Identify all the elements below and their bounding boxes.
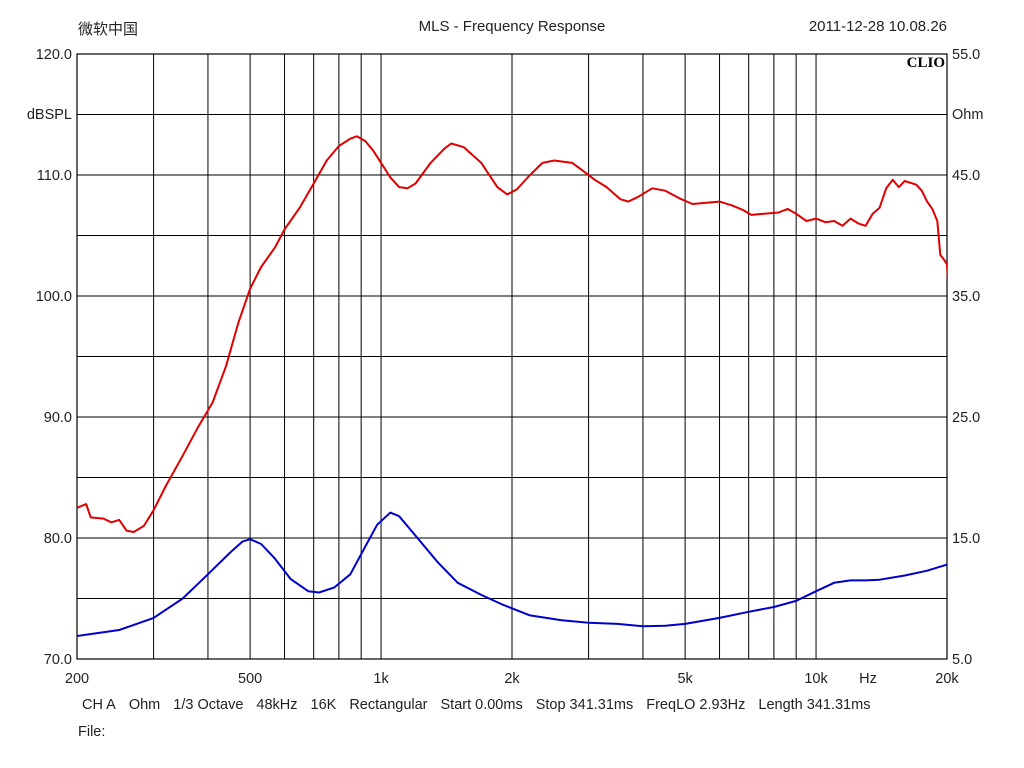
x-tick-label-5: 10k — [804, 671, 828, 687]
right-tick-label-2: 25.0 — [952, 410, 980, 426]
x-tick-label-3: 2k — [504, 671, 520, 687]
footer-param-8: FreqLO 2.93Hz — [646, 697, 746, 713]
x-tick-label-1: 500 — [238, 671, 262, 687]
right-axis-label: Ohm — [952, 107, 983, 123]
footer-param-0: CH A — [82, 697, 116, 713]
footer-param-9: Length 341.31ms — [758, 697, 871, 713]
x-unit-label: Hz — [859, 671, 877, 687]
right-tick-label-4: 45.0 — [952, 168, 980, 184]
spl-curve — [77, 135, 947, 533]
footer-file-label: File: — [78, 724, 106, 740]
x-tick-label-4: 5k — [677, 671, 693, 687]
plot-frame — [76, 53, 948, 660]
left-axis-label: dBSPL — [27, 107, 72, 123]
x-tick-label-6: 20k — [935, 671, 959, 687]
right-tick-label-0: 5.0 — [952, 652, 972, 668]
chart-title: MLS - Frequency Response — [418, 18, 606, 35]
series-layer — [77, 135, 947, 637]
left-tick-label-2: 90.0 — [44, 410, 72, 426]
footer-param-7: Stop 341.31ms — [535, 697, 634, 713]
footer-param-3: 48kHz — [256, 697, 298, 713]
clio-brand-label: CLIO — [907, 55, 945, 71]
grid-layer — [76, 53, 948, 660]
right-tick-label-5: 55.0 — [952, 47, 980, 63]
left-tick-label-0: 70.0 — [44, 652, 72, 668]
left-tick-label-5: 120.0 — [36, 47, 72, 63]
left-tick-label-4: 110.0 — [37, 168, 72, 184]
left-tick-label-1: 80.0 — [44, 531, 72, 547]
footer-params: CH A Ohm 1/3 Octave 48kHz 16K Rectangular Star… — [82, 697, 883, 713]
header-datetime: 2011-12-28 10.08.26 — [808, 18, 947, 35]
left-tick-label-3: 100.0 — [36, 289, 72, 305]
right-tick-label-3: 35.0 — [952, 289, 980, 305]
footer-param-6: Start 0.00ms — [440, 697, 523, 713]
x-tick-label-0: 200 — [65, 671, 89, 687]
tick-label-layer: 200 500 1k 2k 5k 10k 20k 70.0 80.0 90.0 100.0 110.0… — [36, 47, 981, 687]
x-tick-label-2: 1k — [373, 671, 389, 687]
footer-param-1: Ohm — [128, 697, 161, 713]
footer-param-2: 1/3 Octave — [173, 697, 244, 713]
impedance-curve — [77, 511, 947, 637]
footer-param-4: 16K — [310, 697, 337, 713]
right-tick-label-1: 15.0 — [952, 531, 980, 547]
header-left-text: 微软中国 — [78, 21, 139, 38]
footer-param-5: Rectangular — [349, 697, 428, 713]
